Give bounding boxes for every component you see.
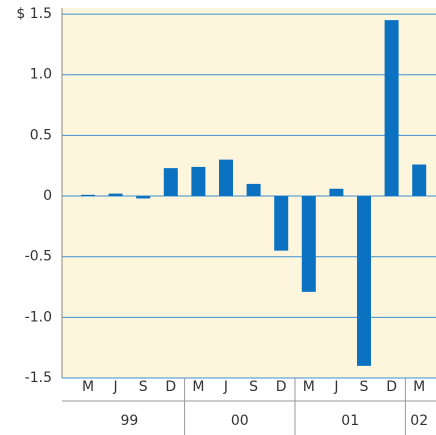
y-tick-label: 0.5 <box>30 127 52 143</box>
bar <box>412 164 427 197</box>
x-tick-label: M <box>82 379 94 395</box>
x-tick-label: J <box>113 379 118 395</box>
y-tick-label: -1.0 <box>25 309 52 325</box>
y-tick-label: 1.0 <box>30 67 52 83</box>
bar <box>301 196 316 292</box>
x-tick-label: S <box>360 379 369 395</box>
x-tick-label: D <box>386 379 397 395</box>
bar <box>191 166 206 197</box>
x-tick-label: J <box>223 379 228 395</box>
x-tick-label: D <box>165 379 176 395</box>
bar <box>246 183 261 197</box>
year-label: 00 <box>231 413 249 429</box>
bar <box>81 194 95 197</box>
x-tick-label: M <box>413 379 425 395</box>
y-tick-label: -1.5 <box>25 370 52 386</box>
x-tick-label: J <box>333 379 338 395</box>
bar <box>163 168 178 197</box>
bar <box>357 196 371 366</box>
bar <box>136 196 151 199</box>
year-label: 99 <box>120 413 138 429</box>
y-tick-label: 0 <box>43 188 52 204</box>
x-tick-label: S <box>139 379 148 395</box>
bar <box>329 188 344 197</box>
y-tick-label: -0.5 <box>25 249 52 265</box>
bar <box>219 159 233 197</box>
bar <box>384 20 399 197</box>
x-tick-label: D <box>276 379 287 395</box>
bar <box>108 193 123 197</box>
y-tick-label: $ 1.5 <box>16 6 52 22</box>
x-tick-label: S <box>249 379 258 395</box>
x-tick-label: M <box>192 379 204 395</box>
bar <box>274 196 289 251</box>
year-label: 02 <box>410 413 428 429</box>
x-tick-label: M <box>303 379 315 395</box>
year-label: 01 <box>341 413 359 429</box>
